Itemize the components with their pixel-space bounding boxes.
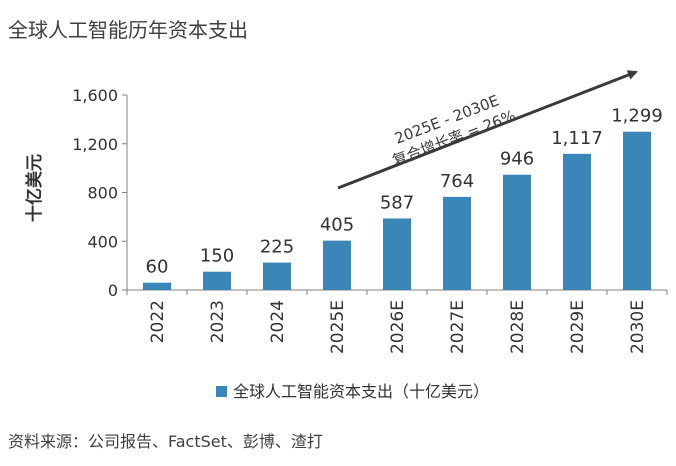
source-note: 资料来源：公司报告、FactSet、彭博、渣打 <box>8 432 323 451</box>
data-label-2022: 60 <box>146 257 169 278</box>
data-label-2030E: 1,299 <box>611 106 663 127</box>
chart-title: 全球人工智能历年资本支出 <box>8 18 248 42</box>
bar-2029E <box>563 153 591 290</box>
x-tick-label-2022: 2022 <box>148 300 168 343</box>
y-tick-label: 0 <box>108 281 118 300</box>
y-tick-label: 1,200 <box>72 135 118 154</box>
y-tick-label: 800 <box>87 184 118 203</box>
y-tick-label: 1,600 <box>72 86 118 105</box>
legend-label: 全球人工智能资本支出（十亿美元） <box>233 382 489 401</box>
bar-2030E <box>623 131 651 290</box>
bar-2028E <box>503 174 531 290</box>
bar-2024 <box>263 262 291 290</box>
legend-swatch <box>216 386 227 397</box>
data-label-2026E: 587 <box>380 192 414 213</box>
bar-2027E <box>443 196 471 290</box>
data-label-2027E: 764 <box>440 171 474 192</box>
data-label-2028E: 946 <box>500 149 534 170</box>
x-tick-label-2026E: 2026E <box>388 300 408 354</box>
bar-2022 <box>143 282 171 290</box>
x-tick-label-2024: 2024 <box>268 300 288 343</box>
y-axis-label: 十亿美元 <box>24 154 45 222</box>
bar-2026E <box>383 218 411 290</box>
data-label-2024: 225 <box>260 237 294 258</box>
data-label-2023: 150 <box>200 246 234 267</box>
growth-arrow <box>337 70 638 190</box>
y-tick-label: 400 <box>87 232 118 251</box>
bar-chart: 0 400 800 1,200 1,600 60 2022 150 2023 225 2024 40… <box>24 70 668 401</box>
x-tick-label-2029E: 2029E <box>568 300 588 354</box>
bar-2023 <box>203 271 231 290</box>
data-label-2029E: 1,117 <box>551 128 603 149</box>
x-tick-label-2028E: 2028E <box>508 300 528 354</box>
x-tick-label-2027E: 2027E <box>448 300 468 354</box>
x-tick-label-2025E: 2025E <box>328 300 348 354</box>
x-tick-label-2030E: 2030E <box>628 300 648 354</box>
data-label-2025E: 405 <box>320 215 354 236</box>
x-tick-label-2023: 2023 <box>208 300 228 343</box>
bar-2025E <box>323 240 351 290</box>
